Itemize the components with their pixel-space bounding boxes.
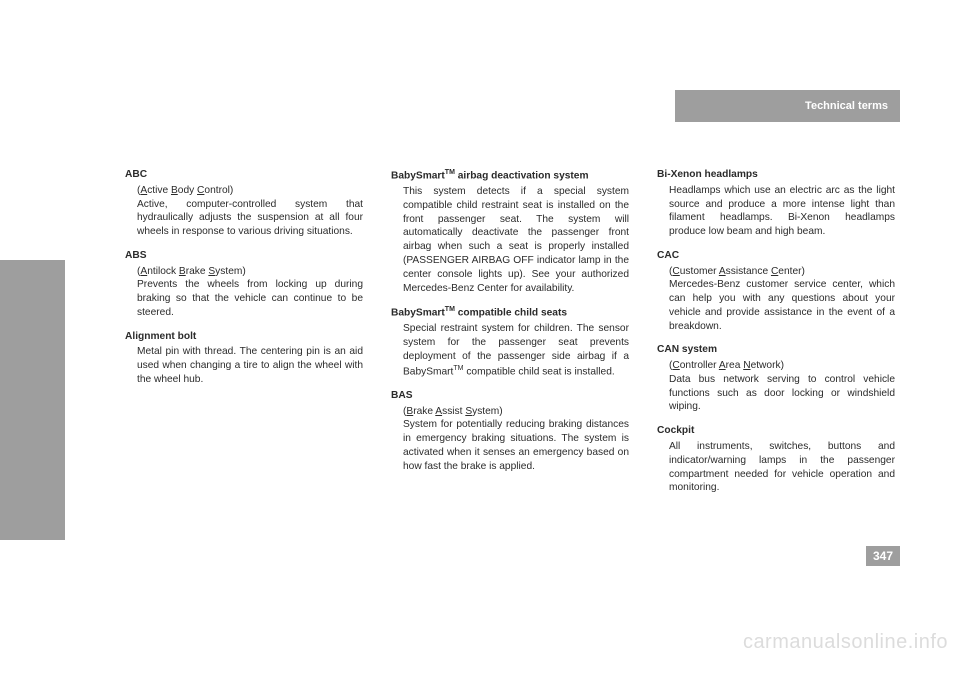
def-babysmart-deactivation: This system detects if a special system … — [391, 185, 629, 295]
def-body: compatible child seat is installed. — [464, 366, 615, 377]
section-header: Technical terms — [675, 90, 900, 122]
trademark: TM — [445, 169, 455, 176]
acronym-letter: C — [672, 266, 679, 277]
watermark: carmanualsonline.info — [743, 631, 948, 654]
content-columns: ABC (Active Body Control) Active, comput… — [125, 168, 895, 501]
def-body: This system detects if a special system … — [403, 186, 629, 293]
term-text: airbag deactivation system — [455, 170, 589, 181]
def-cockpit: All instruments, switches, buttons and i… — [657, 440, 895, 495]
term-cockpit: Cockpit — [657, 424, 895, 438]
acronym-letter: A — [719, 266, 726, 277]
def-alignment-bolt: Metal pin with thread. The centering pin… — [125, 345, 363, 386]
def-body: System for potentially reducing braking … — [403, 419, 629, 471]
term-alignment-bolt: Alignment bolt — [125, 330, 363, 344]
term-babysmart-deactivation: BabySmartTM airbag deactivation system — [391, 168, 629, 183]
def-bixenon: Headlamps which use an electric arc as t… — [657, 184, 895, 239]
def-body: Prevents the wheels from locking up duri… — [137, 279, 363, 318]
page: Technical terms ABC (Active Body Control… — [0, 0, 960, 678]
def-body: Mercedes-Benz customer service cen­ter, … — [669, 279, 895, 331]
term-text: compatible child seats — [455, 308, 567, 319]
column-1: ABC (Active Body Control) Active, comput… — [125, 168, 363, 501]
def-body: Active, computer-controlled system that … — [137, 199, 363, 238]
trademark: TM — [453, 365, 463, 372]
def-can: (Controller Area Network) Data bus netwo… — [657, 359, 895, 414]
acronym-text: ody — [178, 185, 197, 196]
term-bas: BAS — [391, 389, 629, 403]
term-bixenon: Bi-Xenon headlamps — [657, 168, 895, 182]
acronym-text: rea — [726, 360, 744, 371]
section-title: Technical terms — [805, 100, 888, 112]
term-cac: CAC — [657, 249, 895, 263]
def-bas: (Brake Assist System) System for potenti… — [391, 405, 629, 474]
def-babysmart-seats: Special restraint system for children. T… — [391, 322, 629, 378]
acronym-text: ssist — [442, 406, 465, 417]
acronym-letter: B — [179, 266, 186, 277]
def-body: All instruments, switches, buttons and i… — [669, 441, 895, 493]
term-babysmart-seats: BabySmartTM compatible child seats — [391, 305, 629, 320]
trademark: TM — [445, 306, 455, 313]
def-body: Metal pin with thread. The centering pin… — [137, 346, 363, 385]
acronym-text: ssistance — [726, 266, 771, 277]
acronym-text: ntilock — [147, 266, 179, 277]
acronym-letter: A — [719, 360, 726, 371]
acronym-text: ctive — [147, 185, 171, 196]
term-text: BabySmart — [391, 308, 445, 319]
acronym-letter: N — [743, 360, 750, 371]
acronym-text: rake — [413, 406, 435, 417]
def-cac: (Customer Assistance Center) Mercedes-Be… — [657, 265, 895, 334]
acronym-letter: C — [672, 360, 679, 371]
column-3: Bi-Xenon headlamps Headlamps which use a… — [657, 168, 895, 501]
acronym-text: ustomer — [680, 266, 719, 277]
acronym-text: etwork) — [751, 360, 784, 371]
acronym-letter: B — [171, 185, 178, 196]
acronym-text: ontrol) — [204, 185, 233, 196]
term-abc: ABC — [125, 168, 363, 182]
acronym-text: ystem) — [472, 406, 503, 417]
def-abs: (Antilock Brake System) Prevents the whe… — [125, 265, 363, 320]
acronym-text: ontroller — [680, 360, 719, 371]
acronym-text: rake — [186, 266, 209, 277]
acronym-text: enter) — [778, 266, 805, 277]
def-abc: (Active Body Control) Active, computer-c… — [125, 184, 363, 239]
acronym-text: ystem) — [215, 266, 246, 277]
page-number: 347 — [866, 546, 900, 566]
term-text: BabySmart — [391, 170, 445, 181]
def-body: Data bus network serving to control ve­h… — [669, 374, 895, 413]
column-2: BabySmartTM airbag deactivation system T… — [391, 168, 629, 501]
term-abs: ABS — [125, 249, 363, 263]
sidebar-tab — [0, 260, 65, 540]
term-can: CAN system — [657, 343, 895, 357]
def-body: Headlamps which use an electric arc as t… — [669, 185, 895, 237]
